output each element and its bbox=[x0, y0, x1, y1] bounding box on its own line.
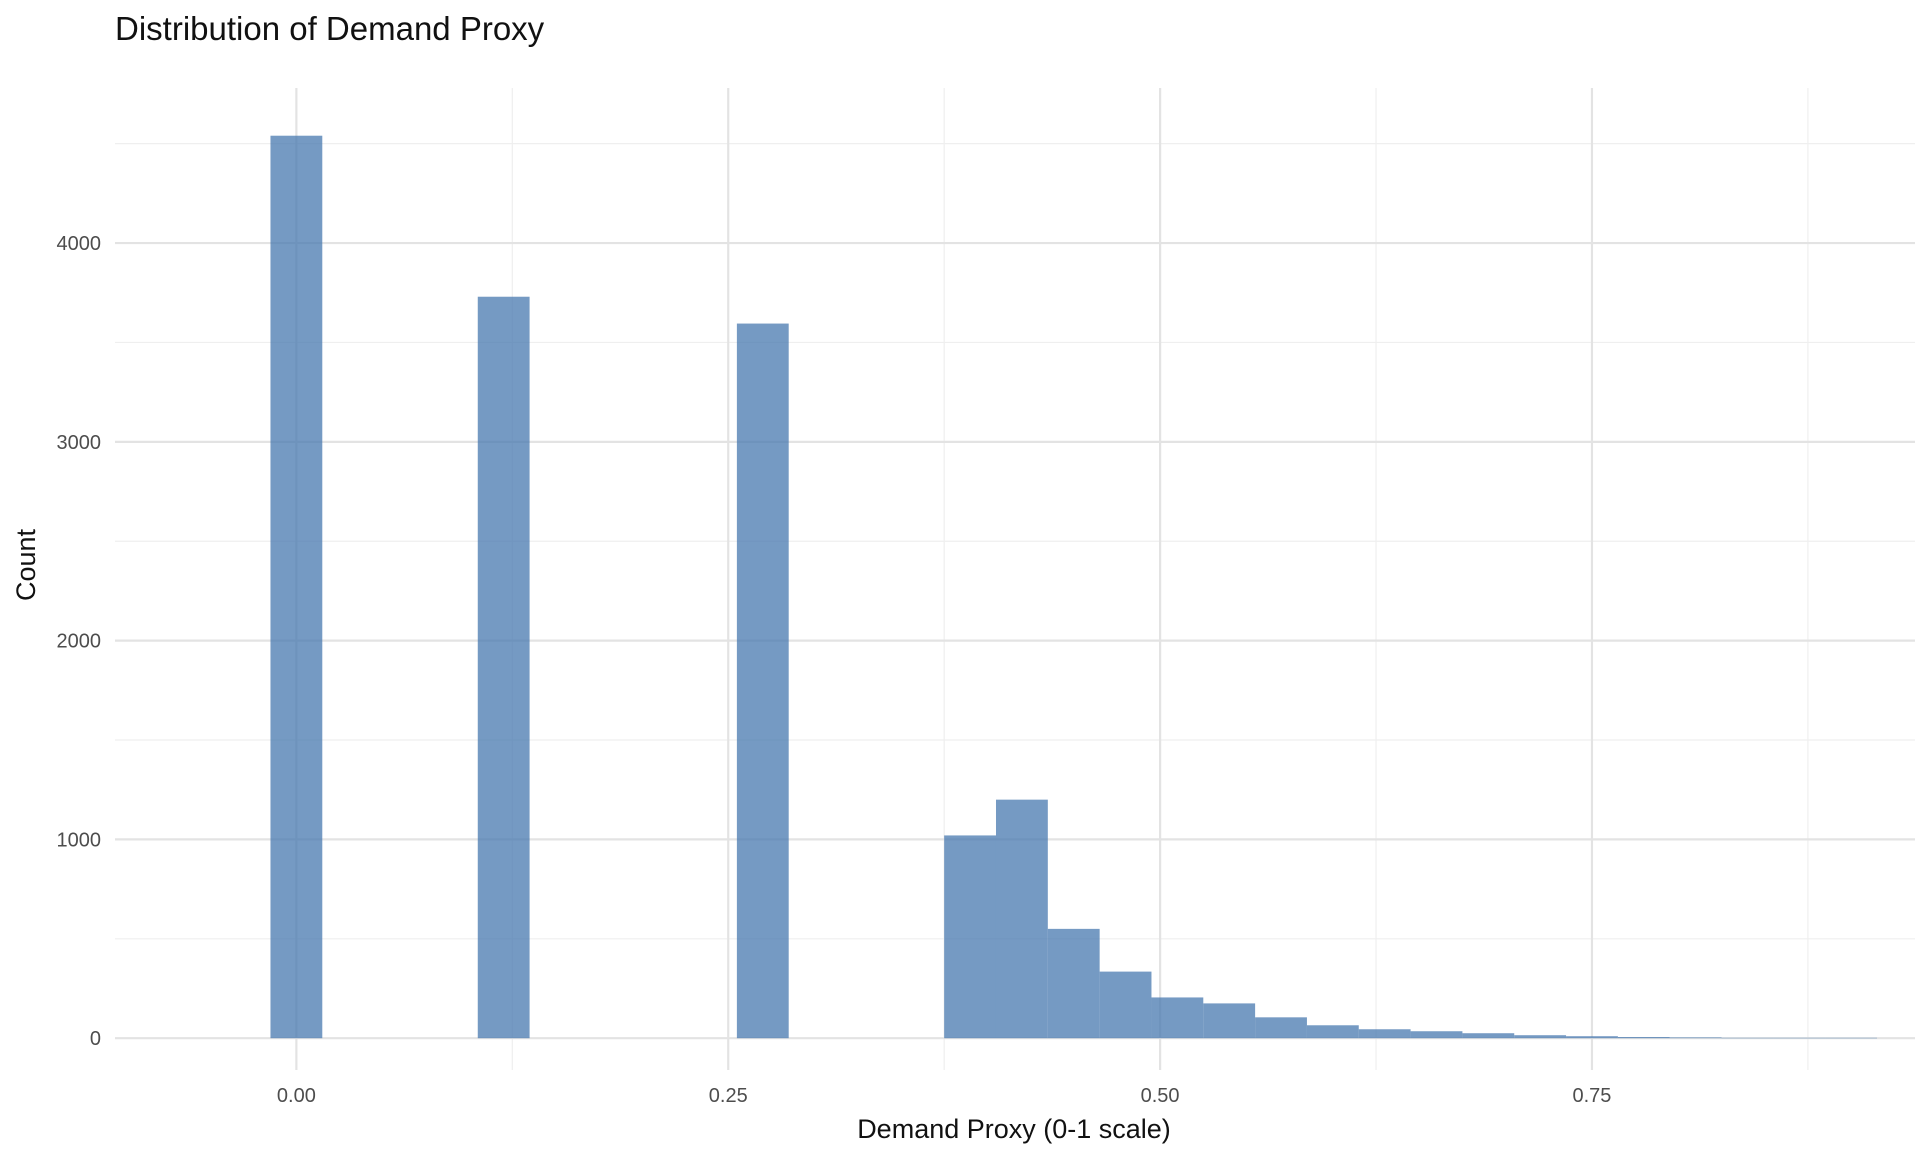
histogram-bar-5 bbox=[1047, 928, 1100, 1039]
y-tick-label-4: 4000 bbox=[57, 233, 102, 255]
histogram-bar-2 bbox=[736, 323, 789, 1039]
y-axis-title: Count bbox=[11, 528, 41, 601]
histogram-bar-15 bbox=[1566, 1036, 1618, 1039]
histogram-bar-0 bbox=[270, 135, 323, 1039]
y-tick-label-0: 0 bbox=[90, 1028, 101, 1050]
x-axis-title: Demand Proxy (0-1 scale) bbox=[857, 1114, 1171, 1144]
histogram-bar-12 bbox=[1410, 1031, 1463, 1039]
y-tick-label-2: 2000 bbox=[57, 631, 102, 653]
histogram-bar-3 bbox=[944, 835, 996, 1039]
histogram-bar-18 bbox=[1721, 1037, 1774, 1039]
histogram-bar-17 bbox=[1669, 1037, 1722, 1039]
x-axis-ticks: 0.00 0.25 0.50 0.75 bbox=[277, 1085, 1612, 1107]
histogram-bar-11 bbox=[1358, 1029, 1411, 1039]
histogram-bar-16 bbox=[1617, 1037, 1670, 1039]
histogram-bar-14 bbox=[1514, 1035, 1567, 1039]
histogram-bar-8 bbox=[1203, 1003, 1256, 1039]
histogram-bars bbox=[270, 135, 1877, 1039]
y-tick-label-3: 3000 bbox=[57, 432, 102, 454]
histogram-bar-20 bbox=[1825, 1037, 1877, 1039]
x-tick-label-1: 0.25 bbox=[709, 1085, 748, 1107]
x-tick-label-3: 0.75 bbox=[1572, 1085, 1611, 1107]
grid-lines bbox=[115, 88, 1915, 1070]
x-tick-label-2: 0.50 bbox=[1141, 1085, 1180, 1107]
histogram-bar-4 bbox=[995, 799, 1048, 1039]
histogram-bar-10 bbox=[1306, 1025, 1359, 1039]
y-tick-label-1: 1000 bbox=[57, 829, 102, 851]
histogram-bar-7 bbox=[1151, 997, 1204, 1039]
histogram-bar-19 bbox=[1773, 1037, 1826, 1039]
histogram-bar-9 bbox=[1255, 1017, 1307, 1039]
histogram-bar-13 bbox=[1462, 1033, 1515, 1039]
histogram-bar-1 bbox=[477, 296, 530, 1039]
x-tick-label-0: 0.00 bbox=[277, 1085, 316, 1107]
y-axis-ticks: 0 1000 2000 3000 4000 bbox=[57, 233, 102, 1050]
histogram-bar-6 bbox=[1099, 971, 1152, 1039]
chart-title: Distribution of Demand Proxy bbox=[115, 10, 545, 47]
